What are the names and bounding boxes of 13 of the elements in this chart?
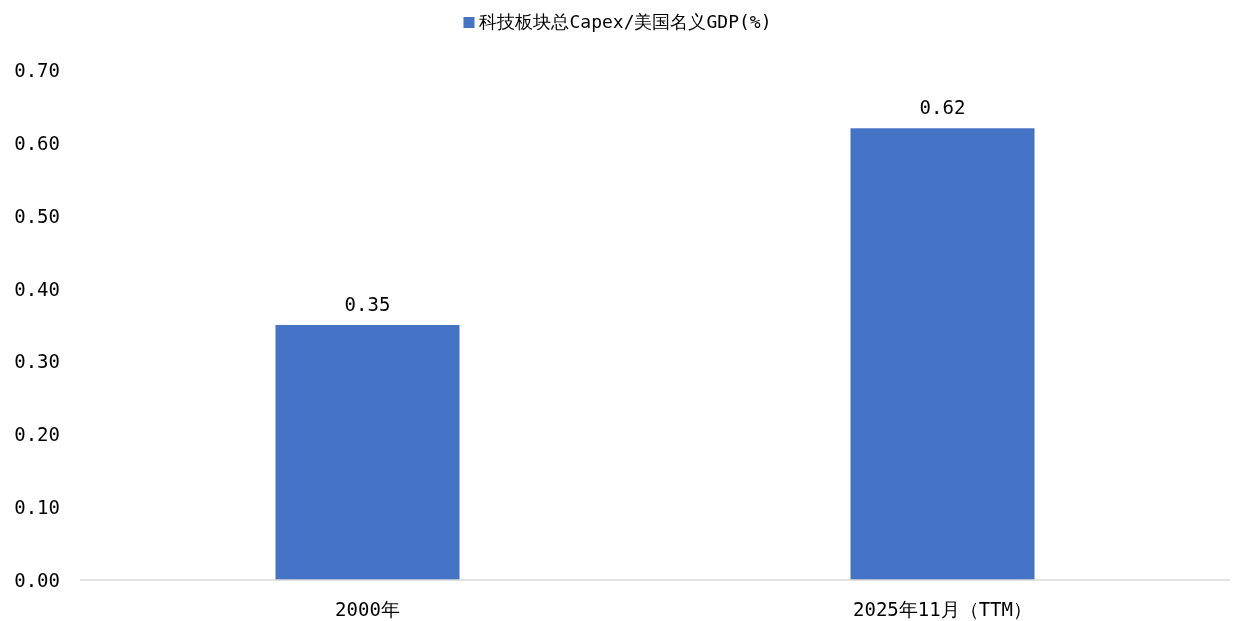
y-tick-label: 0.20	[14, 423, 60, 446]
legend-label: 科技板块总Capex/美国名义GDP(%)	[479, 11, 772, 32]
y-tick-label: 0.70	[14, 59, 60, 81]
y-tick-label: 0.40	[14, 277, 60, 300]
data-label: 0.62	[919, 96, 966, 119]
y-tick-label: 0.50	[14, 204, 60, 227]
x-tick-label: 2000年	[335, 598, 400, 620]
y-tick-label: 0.10	[14, 496, 60, 519]
y-tick-label: 0.30	[14, 350, 60, 373]
y-tick-label: 0.60	[14, 131, 60, 154]
y-tick-label: 0.00	[14, 569, 60, 591]
data-label: 0.35	[344, 293, 391, 315]
x-tick-label: 2025年11月（TTM）	[853, 598, 1032, 620]
